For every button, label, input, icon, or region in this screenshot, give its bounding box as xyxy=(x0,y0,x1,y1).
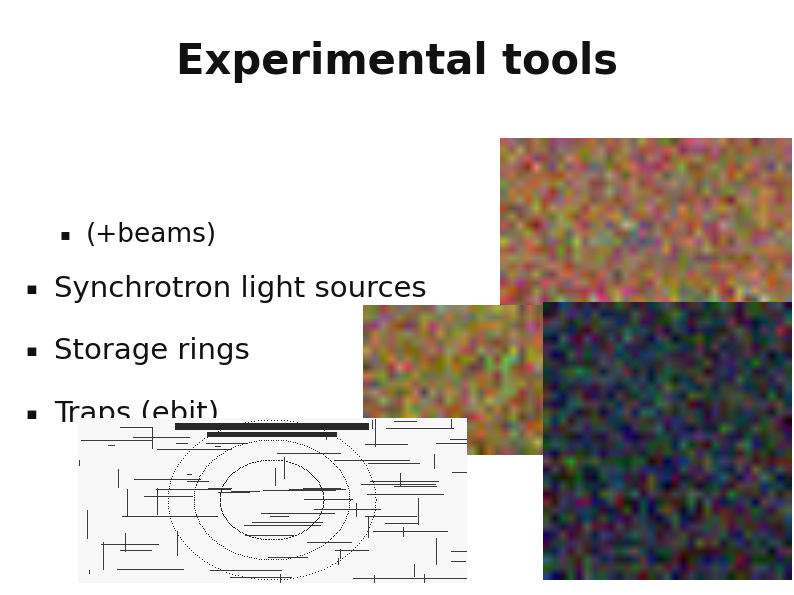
Text: ▪: ▪ xyxy=(26,405,37,422)
Text: Storage rings: Storage rings xyxy=(54,337,250,365)
Text: ▪: ▪ xyxy=(26,342,37,360)
Text: Synchrotron light sources: Synchrotron light sources xyxy=(54,274,426,303)
Text: Traps (ebit): Traps (ebit) xyxy=(54,399,219,428)
Text: ▪: ▪ xyxy=(26,280,37,298)
Text: Experimental tools: Experimental tools xyxy=(176,41,618,83)
Text: (+beams): (+beams) xyxy=(86,222,217,248)
Text: ▪: ▪ xyxy=(60,227,71,243)
